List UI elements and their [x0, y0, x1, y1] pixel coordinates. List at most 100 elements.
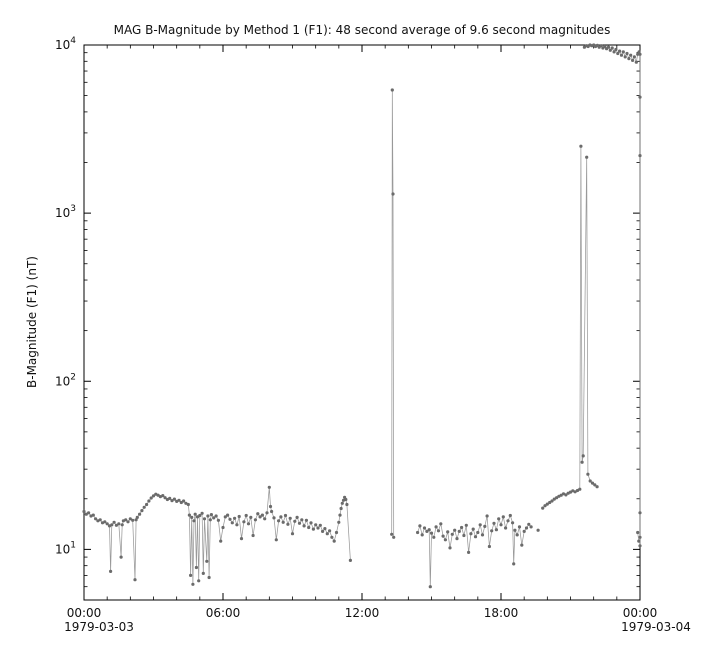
data-point — [267, 485, 271, 489]
y-axis-label: B-Magnitude (F1) (nT) — [25, 256, 39, 388]
data-point — [590, 481, 595, 485]
data-point — [586, 472, 590, 476]
data-point — [561, 492, 566, 496]
data-point — [244, 513, 248, 518]
data-point — [490, 529, 494, 533]
data-point — [510, 521, 515, 525]
data-point — [187, 513, 191, 517]
data-point — [425, 529, 429, 534]
data-point — [307, 525, 311, 530]
data-point — [487, 544, 491, 549]
data-point — [520, 543, 524, 547]
chart-title: MAG B-Magnitude by Method 1 (F1): 48 sec… — [114, 23, 611, 37]
data-point — [314, 523, 318, 527]
data-point — [529, 525, 533, 529]
data-point — [94, 517, 98, 521]
y-tick-label: 104 — [55, 36, 76, 52]
data-point — [190, 515, 194, 520]
data-point — [616, 51, 620, 56]
data-point — [552, 497, 556, 501]
data-point — [281, 520, 285, 524]
data-point — [145, 502, 149, 507]
data-point — [638, 511, 642, 515]
data-point — [256, 512, 260, 516]
data-point — [147, 499, 151, 503]
data-point — [517, 525, 522, 529]
data-point — [580, 460, 584, 464]
data-point — [428, 585, 432, 589]
data-point — [98, 518, 102, 522]
data-point — [189, 573, 193, 578]
data-point — [593, 483, 597, 487]
data-point — [214, 514, 218, 518]
data-point — [242, 520, 246, 524]
data-point — [636, 530, 640, 535]
data-point — [195, 515, 200, 519]
data-point — [112, 520, 116, 524]
data-point — [585, 155, 589, 159]
data-point — [172, 497, 176, 501]
data-point — [621, 50, 625, 54]
data-point — [274, 538, 278, 542]
data-point — [619, 53, 624, 57]
data-point — [221, 525, 225, 530]
data-point — [606, 45, 611, 49]
data-point — [293, 519, 297, 523]
data-point — [527, 522, 531, 526]
data-point — [216, 518, 220, 522]
data-point — [230, 521, 234, 525]
data-point — [249, 515, 253, 520]
data-point — [170, 499, 174, 503]
data-point — [197, 579, 201, 583]
data-point — [441, 534, 445, 538]
data-point — [501, 515, 505, 519]
data-point — [193, 512, 197, 516]
data-point — [480, 533, 485, 537]
data-point — [492, 521, 496, 525]
data-point — [206, 514, 210, 518]
data-point — [513, 528, 517, 532]
data-point — [277, 519, 281, 523]
data-point — [82, 509, 86, 514]
data-point — [422, 526, 427, 530]
data-point — [588, 479, 592, 483]
data-point — [506, 519, 510, 523]
data-point — [623, 55, 627, 59]
data-point — [614, 47, 618, 52]
data-point — [637, 539, 641, 543]
data-point — [464, 523, 468, 527]
data-point — [103, 520, 107, 524]
data-point — [212, 516, 216, 520]
series-line — [83, 487, 351, 585]
plot-area: 101 102 103 104 00:00 06:00 12:00 18:00 00:00 — [55, 36, 657, 620]
data-point — [497, 517, 501, 521]
data-point — [608, 48, 612, 52]
data-point — [578, 487, 582, 491]
data-point — [105, 522, 109, 526]
series-line — [417, 514, 532, 587]
data-point — [524, 526, 529, 530]
data-point — [279, 515, 283, 519]
data-point — [330, 535, 334, 539]
data-point — [453, 528, 457, 532]
data-point — [321, 529, 325, 534]
data-point — [638, 544, 642, 548]
data-point — [504, 526, 508, 530]
data-point — [161, 494, 165, 498]
data-point — [295, 515, 299, 520]
data-point — [348, 558, 352, 563]
data-point — [390, 88, 394, 92]
data-point — [201, 571, 205, 576]
data-point — [304, 518, 308, 522]
data-point — [140, 509, 144, 513]
data-point — [184, 501, 188, 505]
data-point — [186, 502, 190, 507]
x-tick-label: 06:00 — [206, 606, 241, 620]
data-point — [638, 95, 642, 99]
data-point — [418, 524, 422, 528]
data-point — [109, 569, 113, 574]
data-point — [467, 550, 471, 555]
data-point — [219, 539, 223, 543]
data-point — [508, 513, 512, 518]
data-point — [209, 513, 213, 517]
